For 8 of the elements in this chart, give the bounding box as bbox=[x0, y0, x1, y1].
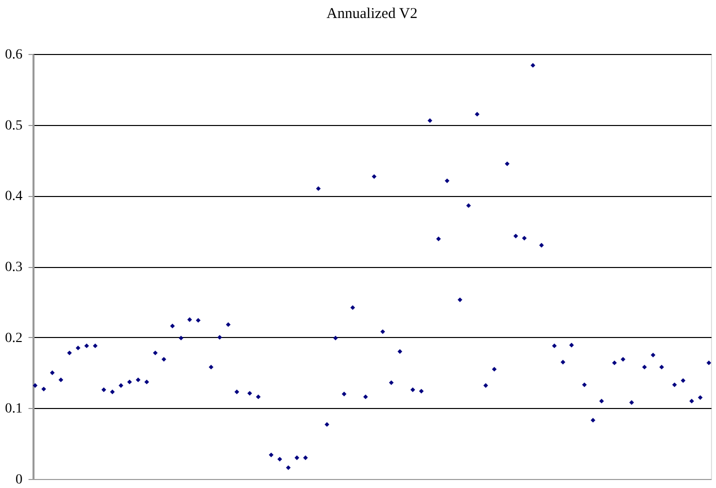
y-tick-label: 0.2 bbox=[5, 330, 22, 346]
y-tick-label: 0 bbox=[16, 472, 22, 488]
y-tick-label: 0.6 bbox=[5, 48, 22, 62]
y-tick-label: 0.3 bbox=[5, 260, 22, 275]
y-tick-label: 0.5 bbox=[5, 118, 22, 134]
y-tick-label: 0.4 bbox=[5, 189, 22, 204]
chart-title: Annualized V2 bbox=[326, 6, 418, 22]
y-tick-label: 0.1 bbox=[5, 402, 22, 417]
